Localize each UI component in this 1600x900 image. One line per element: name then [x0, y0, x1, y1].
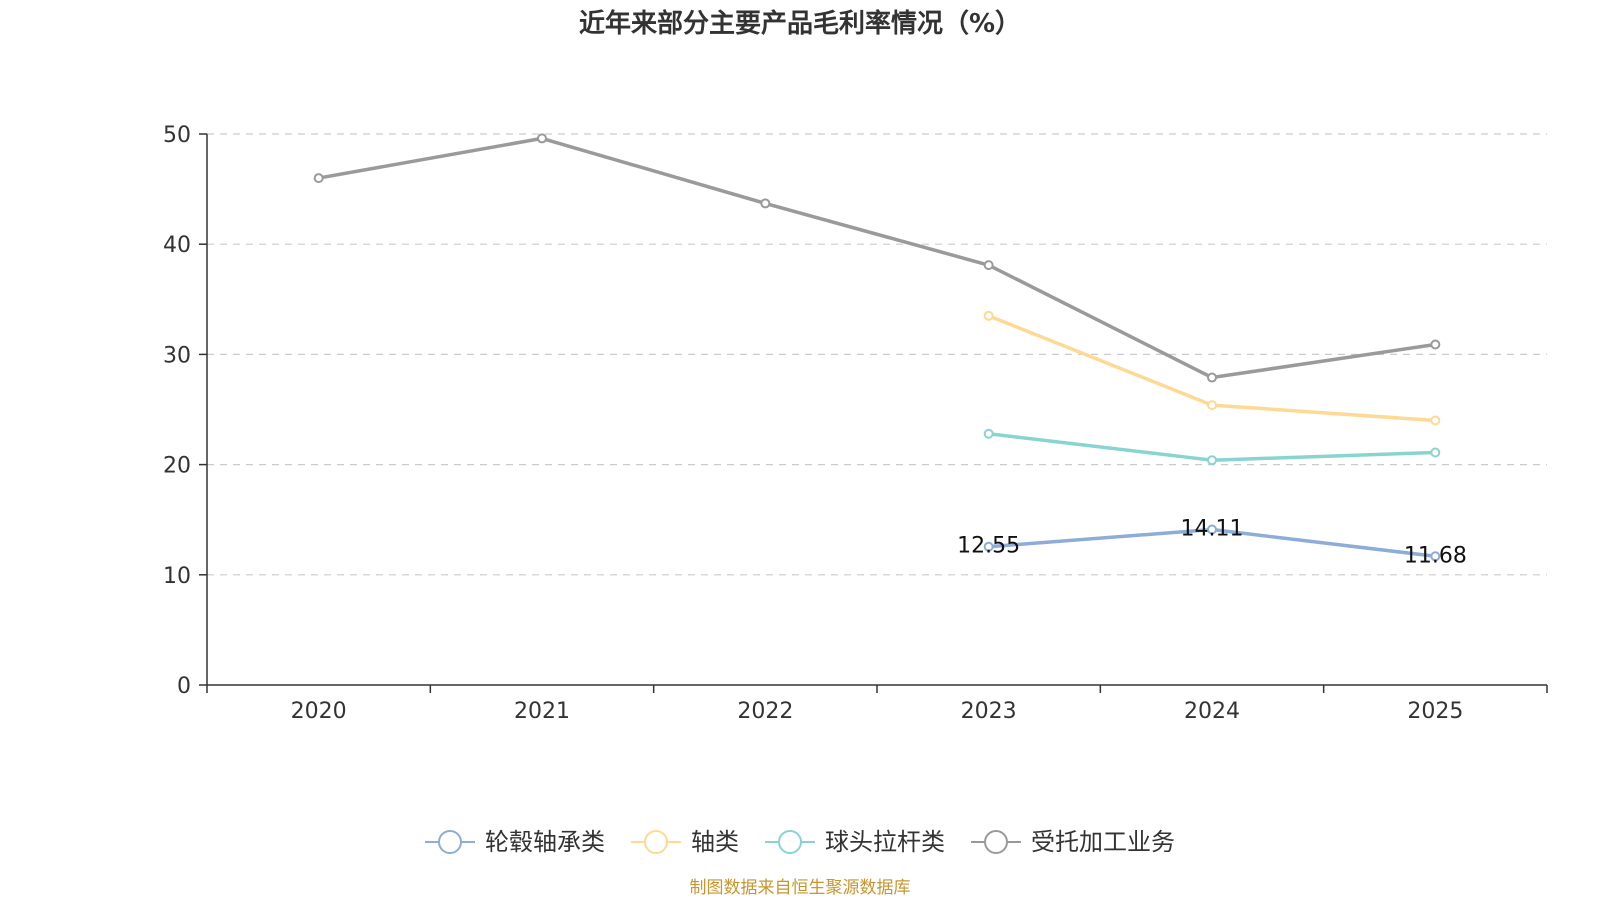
legend-item-4[interactable]: 受托加工业务: [970, 828, 1175, 856]
x-tick-label-2023: 2023: [961, 699, 1017, 724]
data-point-3-2024: [1207, 455, 1217, 466]
data-point-4-2020: [313, 173, 324, 184]
data-label-2025: 11.68: [1404, 543, 1467, 568]
y-tick-label-40: 40: [163, 233, 191, 258]
data-label-2023: 12.55: [957, 534, 1020, 559]
chart-title: 近年来部分主要产品毛利率情况（%）: [579, 8, 1021, 39]
legend-label: 受托加工业务: [1031, 828, 1175, 856]
data-point-2-2023: [983, 310, 994, 321]
x-tick-label-2021: 2021: [514, 699, 570, 724]
data-point-4-2024: [1207, 372, 1217, 383]
legend-label: 轴类: [691, 828, 739, 856]
data-point-1-2023: [983, 541, 994, 552]
x-tick-label-2024: 2024: [1184, 699, 1240, 724]
legend-marker-icon: [778, 830, 803, 854]
data-point-4-2021: [537, 133, 547, 144]
series-1: [983, 524, 1441, 562]
legend-item-3[interactable]: 球头拉杆类: [765, 828, 945, 856]
data-label-2024: 14.11: [1181, 517, 1244, 542]
axis-layer: 0 10 20 30 40 50 2020 2021 2022 2023 2024 2025: [163, 123, 1548, 724]
data-point-2-2025: [1430, 415, 1441, 426]
legend-label: 球头拉杆类: [825, 828, 945, 856]
y-tick-label-10: 10: [163, 564, 191, 589]
data-point-3-2025: [1430, 447, 1441, 458]
data-point-3-2023: [983, 428, 994, 439]
data-point-4-2022: [760, 198, 771, 209]
legend-item-2[interactable]: 轴类: [631, 828, 739, 856]
legend: 轮毂轴承类 轴类 球头拉杆类 受托加工业务: [425, 828, 1175, 856]
legend-label: 轮毂轴承类: [485, 828, 605, 856]
legend-marker-icon: [644, 830, 669, 854]
series-layer: [313, 133, 1441, 562]
x-tick-label-2020: 2020: [291, 699, 347, 724]
legend-marker-icon: [438, 830, 463, 854]
y-tick-label-20: 20: [163, 454, 191, 479]
series-3: [983, 428, 1441, 466]
legend-marker-icon: [983, 830, 1008, 854]
grid-layer: [207, 133, 1547, 576]
source-note: 制图数据来自恒生聚源数据库: [690, 878, 911, 898]
data-point-4-2023: [983, 260, 994, 271]
y-tick-label-30: 30: [163, 343, 191, 368]
series-line-4: [316, 136, 1438, 380]
x-tick-label-2022: 2022: [737, 699, 793, 724]
x-tick-label-2025: 2025: [1407, 699, 1463, 724]
series-2: [983, 310, 1441, 426]
data-point-2-2024: [1207, 400, 1217, 411]
data-point-1-2025: [1430, 551, 1441, 562]
legend-item-1[interactable]: 轮毂轴承类: [425, 828, 605, 856]
data-point-1-2024: [1207, 524, 1217, 535]
series-4: [313, 133, 1441, 383]
data-point-4-2025: [1430, 339, 1441, 350]
y-tick-label-50: 50: [163, 123, 191, 148]
data-label-layer: 12.55 14.11 11.68: [957, 517, 1467, 569]
y-tick-label-0: 0: [177, 674, 191, 699]
